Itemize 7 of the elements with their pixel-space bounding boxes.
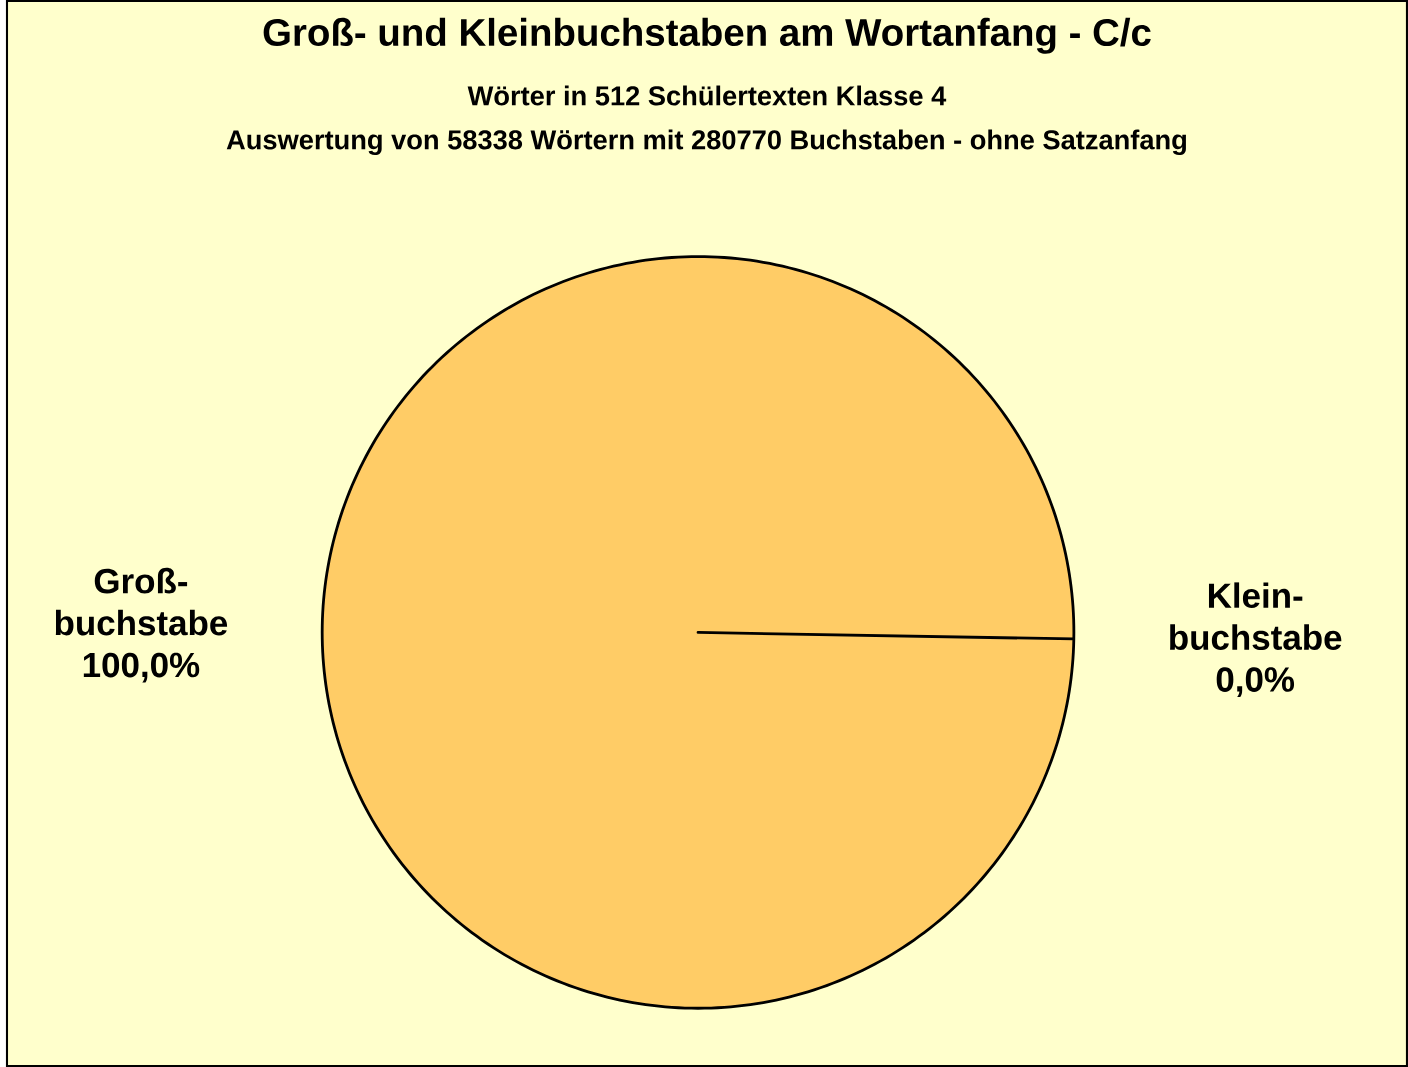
data-label: 100,0% <box>83 652 200 683</box>
text: Auswertung von 58338 Wörtern mit 280770 Buchstaben - ohne Satzanfang <box>226 129 1186 155</box>
chart-subtitle: Wörter in 512 Schülertexten Klasse 4 <box>467 85 947 106</box>
slice-label: Groß-buchstabe <box>55 567 228 636</box>
text: 0,0% <box>1216 667 1295 697</box>
chart-title: Groß- und Kleinbuchstaben am Wortanfang - C/c <box>263 17 1151 54</box>
category-label: Klein-buchstabe <box>1170 582 1342 650</box>
